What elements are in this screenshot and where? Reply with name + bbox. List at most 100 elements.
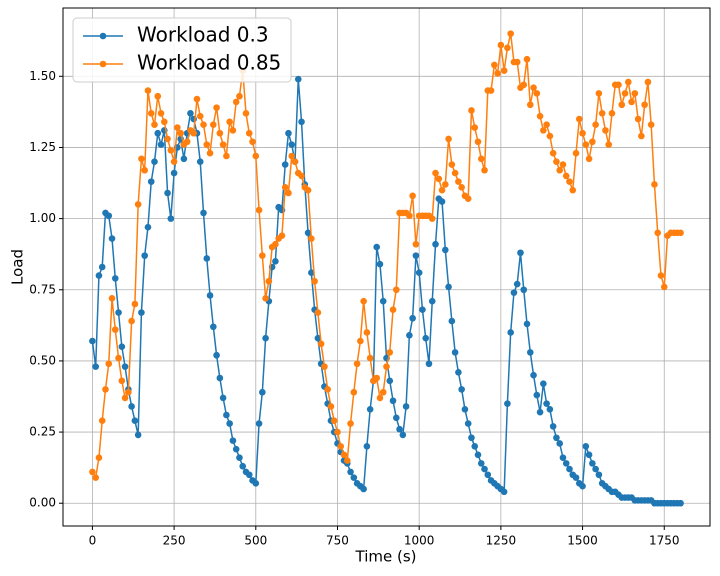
data-point: [634, 115, 642, 123]
data-point: [536, 112, 544, 120]
data-point: [415, 269, 423, 276]
data-point: [298, 172, 305, 180]
data-point: [592, 465, 599, 473]
data-point: [442, 246, 449, 254]
data-point: [363, 329, 371, 336]
data-point: [203, 255, 211, 262]
data-point: [379, 297, 387, 305]
data-point: [89, 468, 96, 476]
legend-label: Workload 0.3: [137, 23, 269, 47]
data-point: [366, 406, 374, 413]
data-point: [200, 209, 207, 217]
data-point: [193, 95, 201, 103]
data-point: [281, 161, 289, 168]
data-point: [562, 460, 570, 467]
x-tick-label: 1000: [404, 534, 435, 548]
data-point: [213, 351, 220, 359]
data-point: [160, 118, 168, 126]
y-tick-label: 1.25: [29, 140, 56, 154]
data-point: [471, 124, 479, 131]
x-tick-label: 500: [244, 534, 267, 548]
data-point: [285, 189, 292, 197]
data-point: [226, 118, 233, 126]
y-tick-label: 0.75: [29, 282, 56, 296]
legend-box: [72, 17, 292, 83]
data-point: [500, 67, 508, 74]
data-point: [95, 272, 103, 279]
data-point: [654, 229, 662, 237]
data-point: [523, 320, 531, 328]
data-point: [500, 488, 508, 496]
data-point: [615, 81, 622, 89]
data-point: [147, 178, 155, 185]
x-tick-label: 250: [163, 534, 186, 548]
data-point: [582, 443, 590, 450]
data-point: [625, 78, 632, 86]
data-point: [131, 300, 139, 308]
data-point: [252, 152, 260, 160]
data-point: [569, 186, 577, 194]
data-point: [262, 295, 269, 302]
data-point: [406, 332, 413, 339]
data-point: [167, 147, 175, 154]
data-point: [540, 380, 547, 387]
data-point: [190, 129, 198, 137]
data-point: [540, 127, 547, 134]
data-point: [223, 152, 230, 160]
data-point: [530, 371, 537, 379]
data-point: [245, 129, 253, 137]
data-point: [393, 414, 400, 422]
data-point: [520, 286, 528, 294]
data-point: [134, 431, 142, 439]
data-point: [526, 101, 534, 109]
data-point: [347, 420, 354, 427]
y-tick-label: 0.25: [29, 425, 56, 439]
data-point: [272, 240, 279, 248]
data-point: [445, 283, 452, 291]
data-point: [216, 374, 224, 382]
data-point: [376, 394, 384, 402]
data-point: [138, 155, 145, 163]
data-point: [242, 110, 250, 117]
data-point: [138, 309, 145, 316]
data-point: [164, 135, 171, 143]
data-point: [523, 55, 531, 63]
data-point: [157, 110, 165, 117]
data-point: [183, 138, 191, 146]
data-point: [314, 309, 322, 316]
data-point: [618, 101, 626, 109]
data-point: [425, 360, 433, 368]
data-point: [92, 474, 99, 481]
data-point: [210, 323, 217, 331]
data-point: [677, 499, 684, 507]
data-point: [471, 443, 479, 450]
data-point: [92, 363, 99, 370]
data-point: [141, 252, 148, 259]
data-point: [546, 132, 554, 140]
data-point: [298, 118, 305, 126]
data-point: [481, 465, 488, 473]
data-point: [464, 195, 472, 202]
data-point: [210, 121, 217, 128]
data-point: [536, 408, 544, 416]
data-point: [513, 58, 521, 66]
data-point: [651, 181, 658, 188]
data-point: [376, 260, 384, 268]
data-point: [477, 460, 485, 467]
data-point: [285, 129, 292, 137]
data-point: [412, 252, 420, 259]
data-point: [409, 314, 416, 322]
data-point: [549, 149, 557, 157]
data-point: [566, 465, 573, 473]
data-point: [154, 92, 162, 100]
data-point: [308, 269, 315, 276]
data-point: [428, 297, 436, 305]
data-point: [255, 206, 263, 214]
data-point: [442, 181, 449, 188]
data-point: [281, 184, 289, 191]
data-point: [517, 249, 524, 257]
data-point: [102, 386, 109, 393]
data-point: [549, 423, 557, 430]
data-point: [98, 417, 106, 424]
data-point: [177, 129, 184, 137]
